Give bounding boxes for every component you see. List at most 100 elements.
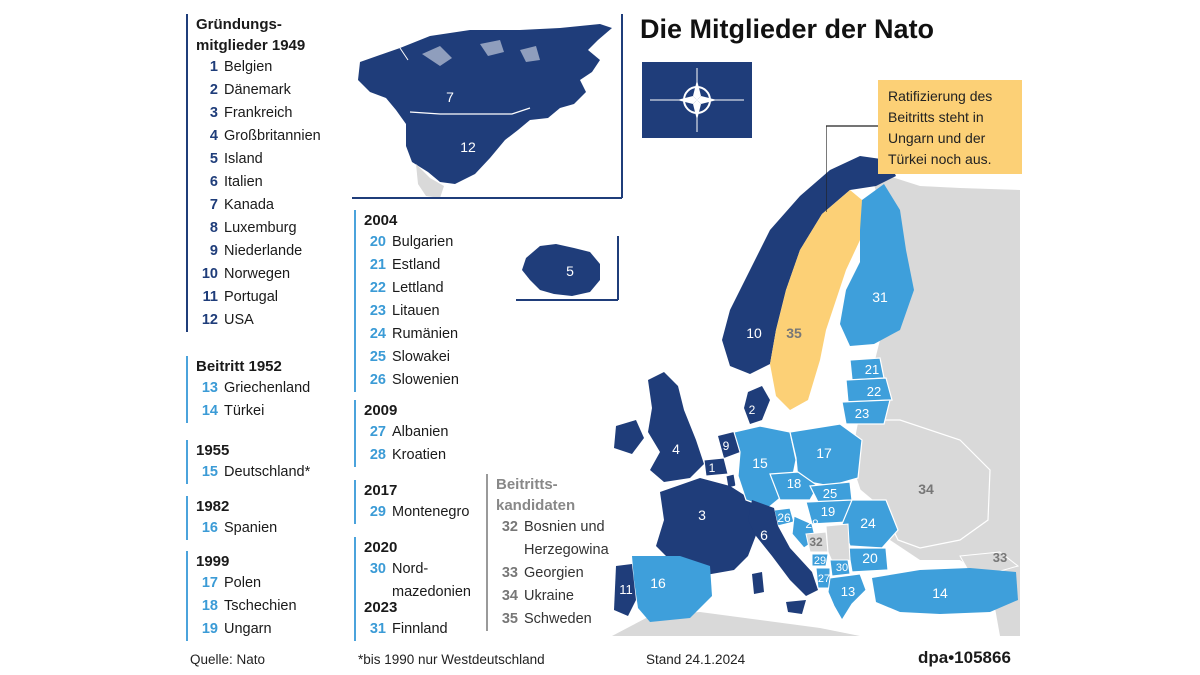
candidates-heading: Beitritts- kandidaten <box>496 476 576 514</box>
country-north-macedonia <box>829 559 851 577</box>
legend-item-name: Island <box>224 151 263 167</box>
map-label: 28 <box>805 517 819 531</box>
legend-item-number: 17 <box>201 575 218 591</box>
legend-item: 22 Lettland <box>364 277 459 300</box>
legend-item-number: 10 <box>201 266 218 282</box>
legend-item-name: Griechenland <box>224 380 311 396</box>
legend-item-number: 1 <box>209 59 218 75</box>
group-heading: 2023 <box>364 599 398 616</box>
legend-item: 23 Litauen <box>364 300 459 323</box>
group-heading: 2009 <box>364 402 398 419</box>
map-label: 12 <box>460 139 476 155</box>
map-label: 5 <box>566 263 574 279</box>
legend-item-name: Slowenien <box>392 372 459 388</box>
ireland-region <box>614 420 644 454</box>
map-label: 26 <box>777 511 791 525</box>
legend-item-number: 19 <box>201 621 218 637</box>
legend-group-1999: 1999 17 Polen 18 Tschechien 19 Ungarn <box>186 551 297 641</box>
legend-item: 27 Albanien <box>364 421 449 444</box>
legend-item-name: Belgien <box>224 59 273 75</box>
legend-item-name: Polen <box>224 575 262 591</box>
legend-item-name: Lettland <box>392 280 444 296</box>
legend-item: 10 Norwegen <box>196 263 321 286</box>
legend-item-number: 34 <box>501 588 518 604</box>
legend-item-name: Bulgarien <box>392 234 454 250</box>
map-label: 9 <box>723 439 730 453</box>
group-heading: 1982 <box>196 498 230 515</box>
map-label: 27 <box>818 573 830 585</box>
iceland-inset: 5 <box>516 236 619 301</box>
legend-item: 32 Bosnien und Herzegowina <box>496 516 609 562</box>
legend-item-name: Tschechien <box>224 598 297 614</box>
legend-group-2017: 2017 29 Montenegro <box>354 480 469 524</box>
legend-item: 1 Belgien <box>196 56 321 79</box>
legend-item: 21 Estland <box>364 254 459 277</box>
dpa-graphic-id: dpa•105866 <box>918 648 1011 667</box>
map-label: 29 <box>814 555 826 567</box>
legend-item-number: 9 <box>209 243 218 259</box>
legend-item: 30 Nord- mazedonien <box>364 558 471 604</box>
country-denmark <box>744 386 770 424</box>
nato-compass-icon <box>650 68 744 132</box>
legend-item-number: 6 <box>209 174 218 190</box>
legend-item: 34 Ukraine <box>496 585 609 608</box>
map-label: 18 <box>787 476 801 491</box>
map-label: 2 <box>749 403 756 417</box>
legend-item: 19 Ungarn <box>196 618 297 641</box>
legend-group-2023: 2023 31 Finnland <box>354 597 448 641</box>
legend-item-name: Georgien <box>524 565 584 581</box>
map-label: 34 <box>918 481 934 497</box>
legend-item-number: 7 <box>209 197 218 213</box>
map-label: 22 <box>867 384 881 399</box>
legend-item-name: Norwegen <box>224 266 291 282</box>
legend-item: 5 Island <box>196 148 321 171</box>
legend-item: 9 Niederlande <box>196 240 321 263</box>
legend-item-number: 29 <box>369 504 386 520</box>
country-luxembourg <box>725 473 737 489</box>
legend-item-number: 3 <box>209 105 218 121</box>
footer-date: Stand 24.1.2024 <box>646 652 746 667</box>
legend-group-1982: 1982 16 Spanien <box>186 496 277 540</box>
legend-item-number: 25 <box>369 349 386 365</box>
legend-item: 26 Slowenien <box>364 369 459 392</box>
map-label: 25 <box>823 486 837 501</box>
country-belgium <box>703 457 729 477</box>
legend-item-name: Schweden <box>524 611 592 627</box>
map-label: 13 <box>841 584 855 599</box>
country-turkey <box>872 568 1018 614</box>
legend-item: 7 Kanada <box>196 194 321 217</box>
nato-flag <box>642 62 752 138</box>
map-label: 17 <box>816 445 832 461</box>
legend-item: 14 Türkei <box>196 400 310 423</box>
map-label: 6 <box>760 527 768 543</box>
map-label: 4 <box>672 441 680 457</box>
legend-item-name: Frankreich <box>224 105 293 121</box>
legend-item: 28 Kroatien <box>364 444 448 467</box>
legend-group-candidates: Beitritts- kandidaten 32 Bosnien und Herz… <box>486 474 609 631</box>
legend-item-number: 16 <box>201 520 218 536</box>
legend-item-name: Litauen <box>392 303 440 319</box>
legend-item-number: 23 <box>369 303 386 319</box>
iceland-landmass <box>522 244 600 296</box>
map-label: 10 <box>746 325 762 341</box>
legend-item-number: 30 <box>369 561 386 577</box>
legend-item-number: 11 <box>202 289 218 305</box>
map-label: 30 <box>836 562 848 574</box>
legend-group-founding: Gründungs- mitglieder 1949 1 Belgien 2 Däne… <box>186 14 321 332</box>
legend-item: 25 Slowakei <box>364 346 459 369</box>
map-label: 8 <box>735 477 742 491</box>
country-uk <box>648 372 704 482</box>
legend-item-name: Ungarn <box>224 621 272 637</box>
group-heading: 2017 <box>364 482 398 499</box>
legend-item: 12 USA <box>196 309 321 332</box>
map-label: 31 <box>872 289 888 305</box>
legend-item-name: Dänemark <box>224 82 291 98</box>
legend-item-number: 32 <box>501 519 518 535</box>
legend-group-2009: 2009 27 Albanien 28 Kroatien <box>354 400 448 467</box>
legend-item-number: 2 <box>209 82 218 98</box>
arctic-islands-gaps <box>422 40 540 66</box>
legend-item-name: Albanien <box>392 424 449 440</box>
map-label: 35 <box>786 325 802 341</box>
legend-item-name: Deutschland* <box>224 464 311 480</box>
